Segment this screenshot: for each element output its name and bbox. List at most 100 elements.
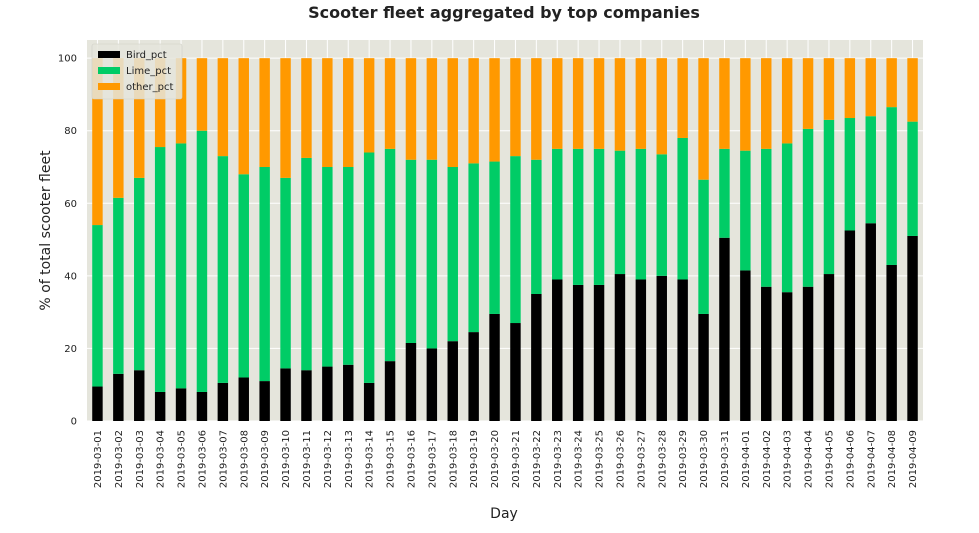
bar-lime-pct-2019-03-01 [92,225,103,387]
bar-lime-pct-2019-04-04 [802,128,814,287]
bar-other-pct-2019-03-28 [656,58,667,155]
bar-lime-pct-2019-03-10 [280,177,291,369]
bar-lime-pct-2019-03-15 [384,148,396,362]
bar-bird-pct-2019-03-02 [113,373,124,421]
bar-other-pct-2019-03-25 [593,58,605,149]
x-tick-label: 2019-03-04 [156,430,167,488]
x-tick-label: 2019-04-08 [887,430,898,488]
bar-lime-pct-2019-03-19 [468,163,479,333]
bar-bird-pct-2019-03-29 [677,279,688,421]
bar-bird-pct-2019-03-31 [719,237,730,421]
bar-bird-pct-2019-03-08 [238,377,249,421]
x-tick-label: 2019-03-21 [511,430,522,488]
bar-bird-pct-2019-03-25 [593,284,605,421]
x-tick-label: 2019-03-18 [448,430,459,488]
bar-other-pct-2019-03-05 [175,58,187,144]
bar-bird-pct-2019-03-20 [489,313,500,421]
bar-lime-pct-2019-03-20 [489,161,500,314]
x-tick-label: 2019-03-19 [469,430,480,488]
bar-lime-pct-2019-03-21 [510,156,521,324]
bar-bird-pct-2019-03-15 [384,361,396,421]
y-tick-label: 60 [64,199,77,210]
bar-other-pct-2019-03-24 [572,58,584,149]
x-tick-label: 2019-04-07 [866,430,877,488]
bar-other-pct-2019-03-14 [363,58,375,153]
x-tick-label: 2019-04-01 [741,430,752,488]
bar-bird-pct-2019-03-28 [656,275,667,421]
y-tick-label: 20 [64,344,77,355]
bar-bird-pct-2019-04-06 [844,230,856,421]
bar-other-pct-2019-03-03 [134,58,145,178]
bar-lime-pct-2019-03-11 [301,157,312,371]
bar-other-pct-2019-03-13 [343,58,354,168]
bar-lime-pct-2019-03-14 [363,152,375,383]
x-tick-label: 2019-04-02 [762,430,773,488]
bar-lime-pct-2019-04-02 [761,148,772,287]
x-tick-label: 2019-03-20 [490,430,501,488]
bar-lime-pct-2019-03-07 [217,156,229,383]
bar-lime-pct-2019-03-08 [238,174,249,378]
bar-other-pct-2019-03-17 [426,58,438,160]
bar-bird-pct-2019-04-08 [886,264,897,421]
x-tick-label: 2019-03-26 [615,430,626,488]
bar-lime-pct-2019-03-02 [113,197,124,374]
x-tick-label: 2019-03-03 [135,430,146,488]
x-tick-label: 2019-03-22 [532,430,543,488]
bar-bird-pct-2019-03-07 [217,382,229,421]
bar-bird-pct-2019-03-19 [468,332,479,421]
x-tick-label: 2019-03-11 [302,430,313,488]
bar-bird-pct-2019-03-12 [322,366,333,421]
x-tick-label: 2019-04-03 [783,430,794,488]
bar-other-pct-2019-03-20 [489,58,500,162]
x-tick-label: 2019-03-05 [177,430,188,488]
x-tick-label: 2019-03-27 [636,430,647,488]
x-tick-label: 2019-03-01 [93,430,104,488]
bar-bird-pct-2019-03-06 [196,391,208,421]
bar-other-pct-2019-04-06 [844,58,856,119]
bar-bird-pct-2019-04-02 [761,286,772,421]
x-axis-label: Day [490,506,518,522]
bar-other-pct-2019-04-07 [865,58,876,117]
bar-lime-pct-2019-03-26 [614,150,626,275]
x-tick-label: 2019-03-07 [218,430,229,488]
legend-swatch [98,83,120,90]
bar-other-pct-2019-03-11 [301,58,312,158]
bar-lime-pct-2019-04-09 [907,121,918,236]
bar-bird-pct-2019-03-26 [614,274,626,421]
x-tick-label: 2019-03-28 [657,430,668,488]
bar-lime-pct-2019-03-09 [259,167,270,382]
y-axis: 0 20 40 60 80 100 [58,54,77,428]
bar-other-pct-2019-04-02 [761,58,772,149]
x-tick-label: 2019-04-04 [804,430,815,488]
bar-lime-pct-2019-03-16 [405,159,417,343]
x-tick-label: 2019-03-23 [553,430,564,488]
bar-lime-pct-2019-03-04 [154,147,166,392]
bar-bird-pct-2019-03-21 [510,323,521,421]
bar-bird-pct-2019-03-09 [259,381,270,421]
x-tick-label: 2019-03-09 [260,430,271,488]
bar-lime-pct-2019-04-06 [844,118,856,231]
legend: Bird_pct Lime_pct other_pct [91,43,183,100]
bar-bird-pct-2019-03-01 [92,386,103,421]
bar-lime-pct-2019-03-27 [635,148,647,280]
bar-lime-pct-2019-03-23 [552,148,563,280]
legend-label: other_pct [126,82,173,93]
bar-other-pct-2019-03-01 [92,58,103,226]
bar-bird-pct-2019-03-30 [698,313,709,421]
x-tick-label: 2019-03-12 [323,430,334,488]
bar-lime-pct-2019-04-03 [781,143,793,293]
bar-bird-pct-2019-03-04 [154,391,166,421]
bar-other-pct-2019-03-18 [447,58,458,168]
bar-other-pct-2019-03-09 [259,58,270,168]
x-tick-label: 2019-03-15 [386,430,397,488]
bar-bird-pct-2019-04-03 [781,292,793,421]
y-tick-label: 0 [71,417,77,428]
y-tick-label: 80 [64,126,77,137]
bar-lime-pct-2019-04-08 [886,107,897,265]
bar-bird-pct-2019-03-27 [635,279,647,421]
bar-other-pct-2019-04-04 [802,58,814,129]
bar-lime-pct-2019-04-01 [740,150,751,271]
x-tick-label: 2019-04-05 [824,430,835,488]
x-tick-label: 2019-03-24 [574,430,585,488]
